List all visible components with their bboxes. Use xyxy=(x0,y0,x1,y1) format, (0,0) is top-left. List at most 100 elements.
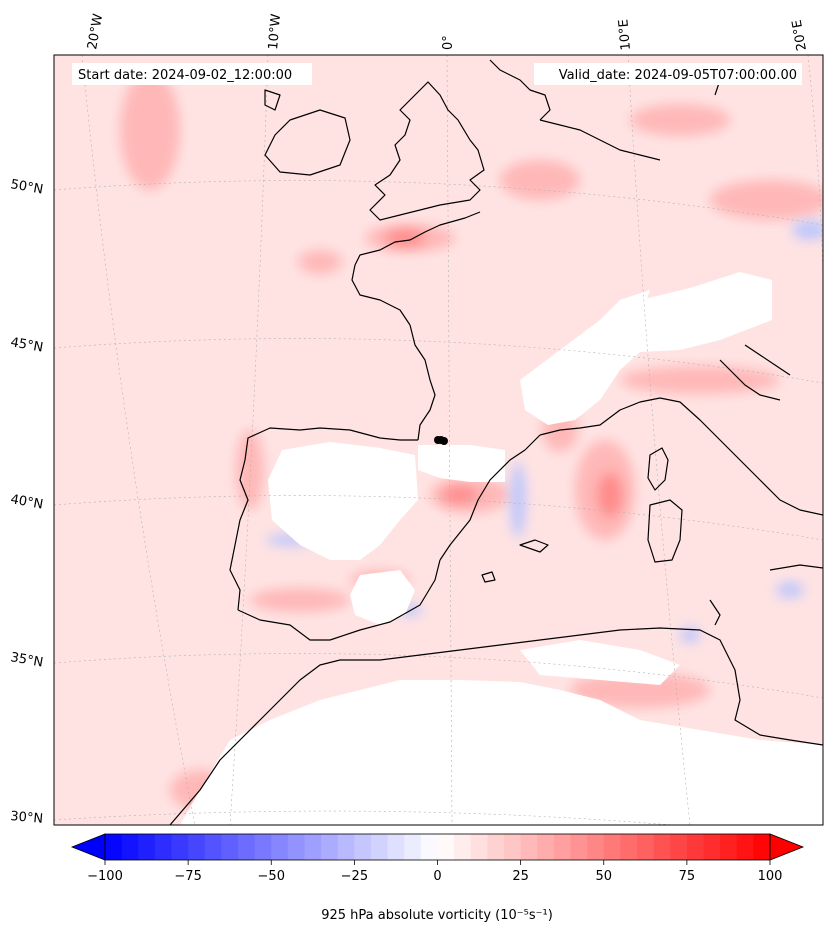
parallel-40n xyxy=(54,495,823,541)
map-frame xyxy=(53,54,824,826)
colorbar-segment xyxy=(420,834,438,860)
colorbar-segment xyxy=(354,834,372,860)
masked-region-atlas xyxy=(180,680,823,825)
coastlines xyxy=(169,59,823,825)
coast-north-europe xyxy=(539,119,661,161)
colorbar-segment xyxy=(720,834,738,860)
colorbar-segment xyxy=(171,834,189,860)
coast-ireland xyxy=(264,109,351,176)
colorbar-segment xyxy=(287,834,305,860)
coast-gulf-of-lion xyxy=(539,397,661,436)
colorbar-segment xyxy=(686,834,704,860)
coast-brittany xyxy=(351,264,411,326)
coast-tunisia xyxy=(709,599,721,626)
coast-north-africa xyxy=(169,627,823,825)
masked-region-atlas-east xyxy=(520,640,680,685)
colorbar-extend-max xyxy=(769,833,805,861)
parallel-50n xyxy=(54,180,823,226)
valid-date-text: Valid_date: 2024-09-05T07:00:00.00 xyxy=(559,68,797,83)
masked-regions xyxy=(180,272,823,825)
start-date-box: Start date: 2024-09-02_12:00:00 xyxy=(72,63,312,85)
lon-label-20e: 20°E xyxy=(790,19,810,52)
colorbar-segment xyxy=(603,834,621,860)
colorbar-segment xyxy=(570,834,588,860)
coast-scotland-north xyxy=(264,89,281,111)
colorbar-segment xyxy=(753,834,771,860)
colorbar-label: 925 hPa absolute vorticity (10⁻⁵s⁻¹) xyxy=(321,908,553,923)
parallel-30n xyxy=(54,810,676,825)
masked-region-alps-west xyxy=(570,290,650,355)
coast-iberia-north xyxy=(244,427,418,461)
colorbar-segment xyxy=(387,834,405,860)
colorbar-segment xyxy=(271,834,289,860)
colorbar-segment xyxy=(371,834,389,860)
meridian-20w xyxy=(81,55,196,825)
map-panel: Start date: 2024-09-02_12:00:00 Valid_da… xyxy=(54,55,823,825)
coast-iberia-west xyxy=(229,459,249,611)
meridian-20e xyxy=(807,55,823,301)
colorbar-ticks: −100 −75 −50 −25 0 25 50 75 100 xyxy=(87,860,782,884)
colorbar-segment xyxy=(188,834,206,860)
meridian-0 xyxy=(446,55,453,825)
coast-great-britain xyxy=(369,81,485,221)
colorbar-tick-label: −75 xyxy=(174,869,201,884)
colorbar-segment xyxy=(154,834,172,860)
colorbar: −100 −75 −50 −25 0 25 50 75 100 925 hPa absolute… xyxy=(70,833,805,923)
colorbar-segment xyxy=(138,834,156,860)
lat-label-35n: 35°N xyxy=(9,650,44,670)
longitude-labels: 20°W 10°W 0° 10°E 20°E xyxy=(85,13,810,52)
coast-iberia-east xyxy=(439,434,541,561)
colorbar-tick-label: 25 xyxy=(512,869,529,884)
colorbar-segment xyxy=(553,834,571,860)
coast-iberia-south xyxy=(237,559,441,641)
coast-italy xyxy=(659,397,823,516)
colorbar-segment xyxy=(537,834,555,860)
colorbar-tick-label: 50 xyxy=(595,869,612,884)
colorbar-tick-label: 100 xyxy=(758,869,783,884)
colorbar-segment xyxy=(504,834,522,860)
strong-vorticity-cores xyxy=(385,230,622,517)
latitude-labels: 50°N 45°N 40°N 35°N 30°N xyxy=(9,177,44,827)
colorbar-segment xyxy=(254,834,272,860)
lon-label-10w: 10°W xyxy=(266,13,284,50)
masked-region-iberia xyxy=(268,442,418,560)
colorbar-segment xyxy=(337,834,355,860)
coast-corsica xyxy=(647,447,669,491)
lat-label-40n: 40°N xyxy=(9,492,44,512)
colorbar-segment xyxy=(221,834,239,860)
colorbar-segment xyxy=(653,834,671,860)
coast-italy-east xyxy=(719,359,781,401)
colorbar-segment xyxy=(105,834,123,860)
colorbar-segment xyxy=(520,834,538,860)
lat-label-45n: 45°N xyxy=(9,335,44,355)
colorbar-segment xyxy=(670,834,688,860)
coast-bay-of-biscay xyxy=(409,324,436,441)
graticule xyxy=(54,55,823,825)
lon-label-20w: 20°W xyxy=(85,13,106,51)
meridian-10e xyxy=(627,55,691,825)
colorbar-tick-label: −25 xyxy=(341,869,368,884)
colorbar-segment xyxy=(470,834,488,860)
colorbar-segment xyxy=(637,834,655,860)
colorbar-tick-label: 0 xyxy=(433,869,441,884)
colorbar-segment xyxy=(487,834,505,860)
coast-balearic-ibiza xyxy=(481,571,496,583)
meridian-10w xyxy=(229,55,269,825)
coast-balearic-mallorca xyxy=(519,539,549,553)
parallel-45n xyxy=(54,338,823,384)
coast-sardinia xyxy=(647,499,683,563)
colorbar-segment xyxy=(620,834,638,860)
colorbar-segment xyxy=(304,834,322,860)
masked-region-pyrenees xyxy=(418,445,505,482)
lon-label-10e: 10°E xyxy=(616,19,634,51)
colorbar-segments xyxy=(105,834,771,860)
colorbar-segment xyxy=(121,834,139,860)
colorbar-segment xyxy=(736,834,754,860)
valid-date-box: Valid_date: 2024-09-05T07:00:00.00 xyxy=(534,63,802,85)
colorbar-segment xyxy=(204,834,222,860)
colorbar-tick-label: −100 xyxy=(87,869,123,884)
start-date-text: Start date: 2024-09-02_12:00:00 xyxy=(78,68,292,83)
colorbar-segment xyxy=(703,834,721,860)
colorbar-segment xyxy=(454,834,472,860)
colorbar-segment xyxy=(437,834,455,860)
